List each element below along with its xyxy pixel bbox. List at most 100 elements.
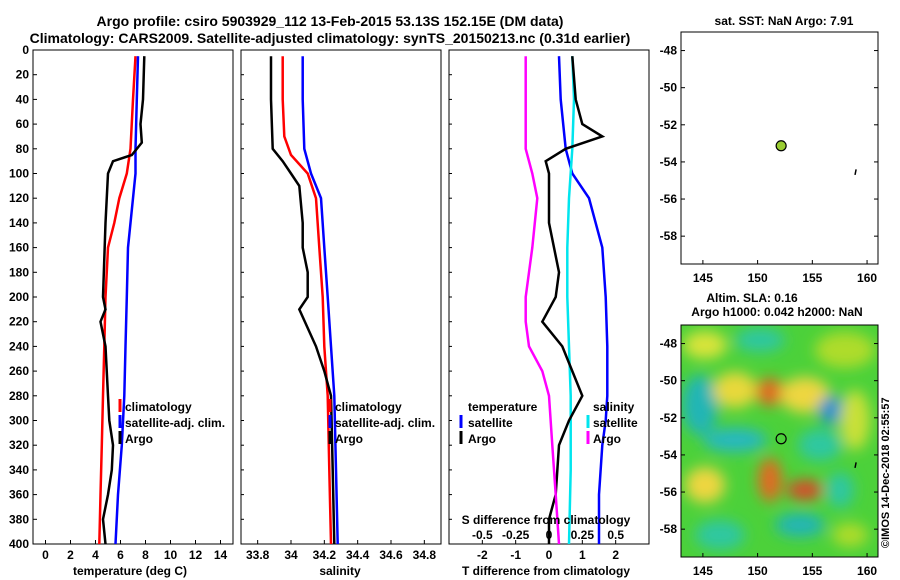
depth-tick-label: 400	[9, 537, 29, 551]
depth-tick-label: 280	[9, 389, 29, 403]
depth-tick-label: 240	[9, 339, 29, 353]
sla-map-subtitle: Argo h1000: 0.042 h2000: NaN	[691, 305, 862, 319]
map-x-tick-label: 160	[857, 564, 877, 578]
map-x-tick-label: 145	[693, 271, 713, 285]
t-diff-tick-label: 0	[546, 548, 553, 562]
series-satellite-adj-clim-	[114, 56, 140, 544]
legend-climatology: climatology	[335, 400, 402, 414]
map-y-tick-label: -52	[660, 411, 678, 425]
x-tick-label: 0	[42, 548, 49, 562]
series-t-argo	[540, 56, 606, 544]
depth-tick-label: 100	[9, 167, 29, 181]
depth-tick-label: 160	[9, 241, 29, 255]
map-y-tick-label: -50	[660, 374, 678, 388]
map-x-tick-label: 155	[802, 564, 822, 578]
depth-axis: 0 20 40 60 80 100 120 140 160 180 200 220 240 260 280 3…	[9, 43, 452, 551]
sst-map-title: sat. SST: NaN Argo: 7.91	[715, 14, 854, 28]
salinity-legend: climatology satellite-adj. clim. Argo	[328, 399, 435, 446]
map-y-tick-label: -56	[660, 192, 678, 206]
x-tick-label: 34.6	[379, 548, 403, 562]
t-diff-tick-label: 1	[579, 548, 586, 562]
depth-tick-label: 360	[9, 488, 29, 502]
depth-tick-label: 140	[9, 216, 29, 230]
s-diff-tick-label: 0	[546, 528, 553, 542]
t-diff-tick-label: -2	[477, 548, 488, 562]
legend-s-argo: Argo	[593, 432, 621, 446]
legend-argo: Argo	[125, 432, 153, 446]
legend-t-satellite: satellite	[468, 416, 513, 430]
s-diff-tick-label: -0.5	[472, 528, 493, 542]
difference-x-axis: -2 -1 0 1 2 -0.5 -0.25 0 0.25 0.5	[472, 528, 624, 562]
depth-tick-label: 220	[9, 315, 29, 329]
temperature-x-label: temperature (deg C)	[73, 564, 187, 578]
x-tick-label: 8	[142, 548, 149, 562]
sla-heatmap	[681, 325, 878, 557]
sst-map: 145 150 155 160 -48 -50 -52 -54 -56 -58	[660, 44, 878, 285]
x-tick-label: 34.2	[313, 548, 337, 562]
series-climatology	[281, 56, 333, 544]
x-tick-label: 14	[214, 548, 228, 562]
map-y-tick-label: -56	[660, 485, 678, 499]
t-diff-tick-label: -1	[510, 548, 521, 562]
s-diff-tick-label: 0.5	[607, 528, 624, 542]
argo-float-marker	[775, 433, 787, 445]
legend-s-satellite: satellite	[593, 416, 638, 430]
sst-map-frame	[680, 31, 879, 265]
series-s-satellite	[566, 56, 576, 544]
x-tick-label: 10	[164, 548, 178, 562]
argo-float-marker	[775, 140, 787, 152]
depth-tick-label: 60	[16, 117, 30, 131]
map-x-tick-label: 150	[748, 271, 768, 285]
depth-tick-label: 200	[9, 290, 29, 304]
t-diff-tick-label: 2	[612, 548, 619, 562]
s-diff-tick-label: -0.25	[502, 528, 530, 542]
map-x-tick-label: 160	[857, 271, 877, 285]
map-x-tick-label: 155	[802, 271, 822, 285]
depth-tick-label: 260	[9, 364, 29, 378]
legend-temperature-heading: temperature	[468, 400, 538, 414]
salinity-x-label: salinity	[319, 564, 361, 578]
depth-tick-label: 340	[9, 463, 29, 477]
s-diff-tick-label: 0.25	[571, 528, 595, 542]
difference-panel-frame	[448, 49, 650, 545]
s-difference-x-label: S difference from climatology	[462, 513, 631, 527]
depth-tick-label: 320	[9, 438, 29, 452]
title-line-2: Climatology: CARS2009. Satellite-adjuste…	[30, 30, 631, 46]
map-y-tick-label: -54	[660, 448, 678, 462]
legend-salinity-heading: salinity	[593, 400, 635, 414]
map-y-tick-label: -50	[660, 81, 678, 95]
temperature-x-axis: 0 2 4 6 8 10 12 14	[42, 540, 227, 562]
x-tick-label: 2	[67, 548, 74, 562]
x-tick-label: 34.8	[413, 548, 437, 562]
x-tick-label: 12	[189, 548, 203, 562]
depth-tick-label: 180	[9, 265, 29, 279]
salinity-x-axis: 33.8 34 34.2 34.4 34.6 34.8	[246, 540, 436, 562]
series-climatology	[98, 56, 137, 544]
map-y-tick-label: -58	[660, 522, 678, 536]
difference-legend: temperature satellite Argo salinity sate…	[459, 400, 638, 446]
depth-tick-label: 120	[9, 191, 29, 205]
depth-tick-label: 0	[22, 43, 29, 57]
imos-watermark: ©IMOS 14-Dec-2018 02:55:57	[880, 397, 892, 548]
depth-tick-label: 20	[16, 68, 30, 82]
title-line-1: Argo profile: csiro 5903929_112 13-Feb-2…	[97, 13, 564, 29]
depth-tick-label: 380	[9, 512, 29, 526]
series-s-argo	[524, 56, 561, 544]
map-x-tick-label: 145	[693, 564, 713, 578]
depth-tick-label: 40	[16, 92, 30, 106]
series-argo	[99, 56, 146, 544]
x-tick-label: 6	[117, 548, 124, 562]
legend-t-argo: Argo	[468, 432, 496, 446]
t-difference-x-label: T difference from climatology	[462, 564, 630, 578]
sla-map-title: Altim. SLA: 0.16	[706, 291, 798, 305]
temperature-plot	[98, 56, 146, 544]
temperature-legend: climatology satellite-adj. clim. Argo	[118, 399, 225, 446]
legend-climatology: climatology	[125, 400, 192, 414]
map-y-tick-label: -52	[660, 118, 678, 132]
depth-tick-label: 80	[16, 142, 30, 156]
difference-plot	[524, 56, 609, 544]
series-argo	[269, 56, 336, 544]
map-y-tick-label: -58	[660, 229, 678, 243]
x-tick-label: 34.4	[346, 548, 370, 562]
